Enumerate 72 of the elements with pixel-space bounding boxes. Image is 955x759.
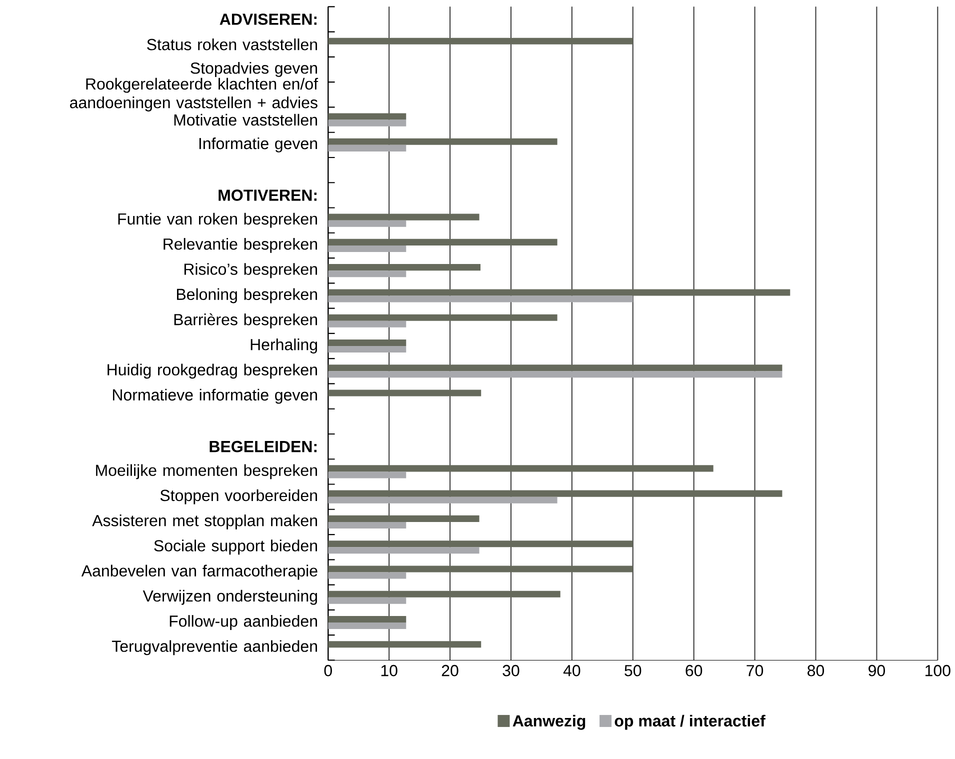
- bar: [328, 597, 406, 604]
- bar: [328, 220, 406, 227]
- y-tick-label: Beloning bespreken: [177, 288, 317, 304]
- y-tick-label: Moeilijke momenten bespreken: [96, 464, 317, 480]
- bar: [328, 616, 406, 623]
- legend-label: Aanwezig: [512, 714, 586, 730]
- bar: [328, 590, 560, 598]
- bar: [328, 120, 406, 126]
- x-tick-label: 20: [442, 664, 458, 676]
- y-tick-label: BEGELEIDEN:: [210, 440, 317, 452]
- bar: [328, 371, 782, 378]
- y-tick-label: Status roken vaststellen: [147, 38, 318, 50]
- y-tick-label: Huidig rookgedrag bespreken: [108, 364, 317, 379]
- y-tick-label: Motivatie vaststellen: [174, 114, 318, 126]
- bar: [328, 522, 406, 529]
- y-tick-label: Aanbevelen van farmacotherapie: [81, 564, 318, 580]
- y-tick-label: ADVISEREN:: [220, 14, 317, 25]
- bar: [328, 490, 782, 497]
- y-tick-label: Stoppen voorbereiden: [160, 489, 317, 504]
- y-tick-label: Informatie geven: [199, 138, 318, 152]
- bar: [328, 289, 790, 296]
- bar: [328, 270, 406, 278]
- bar: [328, 238, 558, 246]
- y-tick-label: Assisteren met stopplan maken: [92, 514, 317, 530]
- bar: [328, 346, 406, 353]
- x-tick-label: 80: [808, 664, 824, 676]
- x-tick-label: 30: [502, 664, 520, 676]
- bar: [328, 320, 406, 328]
- bar: [328, 641, 482, 648]
- bar: [328, 364, 782, 372]
- y-tick-label: Follow-up aanbieden: [170, 615, 317, 630]
- bar: [328, 390, 482, 396]
- legend-label: op maat / interactief: [614, 714, 766, 730]
- bar: [328, 144, 406, 152]
- x-tick-label: 0: [324, 664, 332, 676]
- bar: [328, 465, 714, 472]
- y-tick-label: Relevantie bespreken: [164, 238, 317, 253]
- bar: [328, 296, 633, 302]
- bar: [328, 515, 480, 522]
- bar: [328, 113, 406, 120]
- y-tick-label: Normatieve informatie geven: [113, 388, 317, 404]
- bar: [328, 496, 558, 504]
- x-tick-label: 40: [563, 664, 580, 676]
- y-tick-label: Verwijzen ondersteuning: [142, 590, 317, 605]
- bar: [328, 314, 558, 321]
- bar: [328, 138, 558, 145]
- bar: [328, 246, 406, 252]
- bar: [328, 472, 406, 478]
- bar: [328, 214, 480, 220]
- y-tick-label: Rookgerelateerde klachten en/of aandoeningen vaststellen + advies: [70, 78, 318, 112]
- bar: [328, 38, 633, 44]
- x-tick-label: 10: [381, 664, 398, 676]
- x-tick-label: 70: [746, 664, 764, 676]
- bar: [328, 340, 406, 346]
- bar: [328, 264, 480, 271]
- y-tick-label: Stopadvies geven: [190, 62, 318, 78]
- x-tick-label: 60: [686, 664, 702, 676]
- bar: [328, 540, 633, 548]
- y-tick-label: Herhaling: [250, 338, 318, 354]
- y-tick-label: Terugvalpreventie aanbieden: [112, 640, 317, 656]
- x-tick-label: 50: [624, 664, 642, 676]
- x-tick-label: 100: [926, 664, 950, 676]
- bar: [328, 622, 406, 630]
- bar: [328, 547, 480, 554]
- y-tick-label: Risico’s bespreken: [184, 263, 317, 278]
- y-tick-label: Sociale support bieden: [154, 540, 317, 555]
- y-tick-label: MOTIVEREN:: [218, 190, 317, 201]
- y-tick-label: Funtie van roken bespreken: [118, 212, 317, 228]
- bar: [328, 566, 633, 572]
- x-tick-label: 90: [868, 664, 885, 676]
- bar: [328, 572, 406, 579]
- y-tick-label: Barrières bespreken: [174, 313, 317, 328]
